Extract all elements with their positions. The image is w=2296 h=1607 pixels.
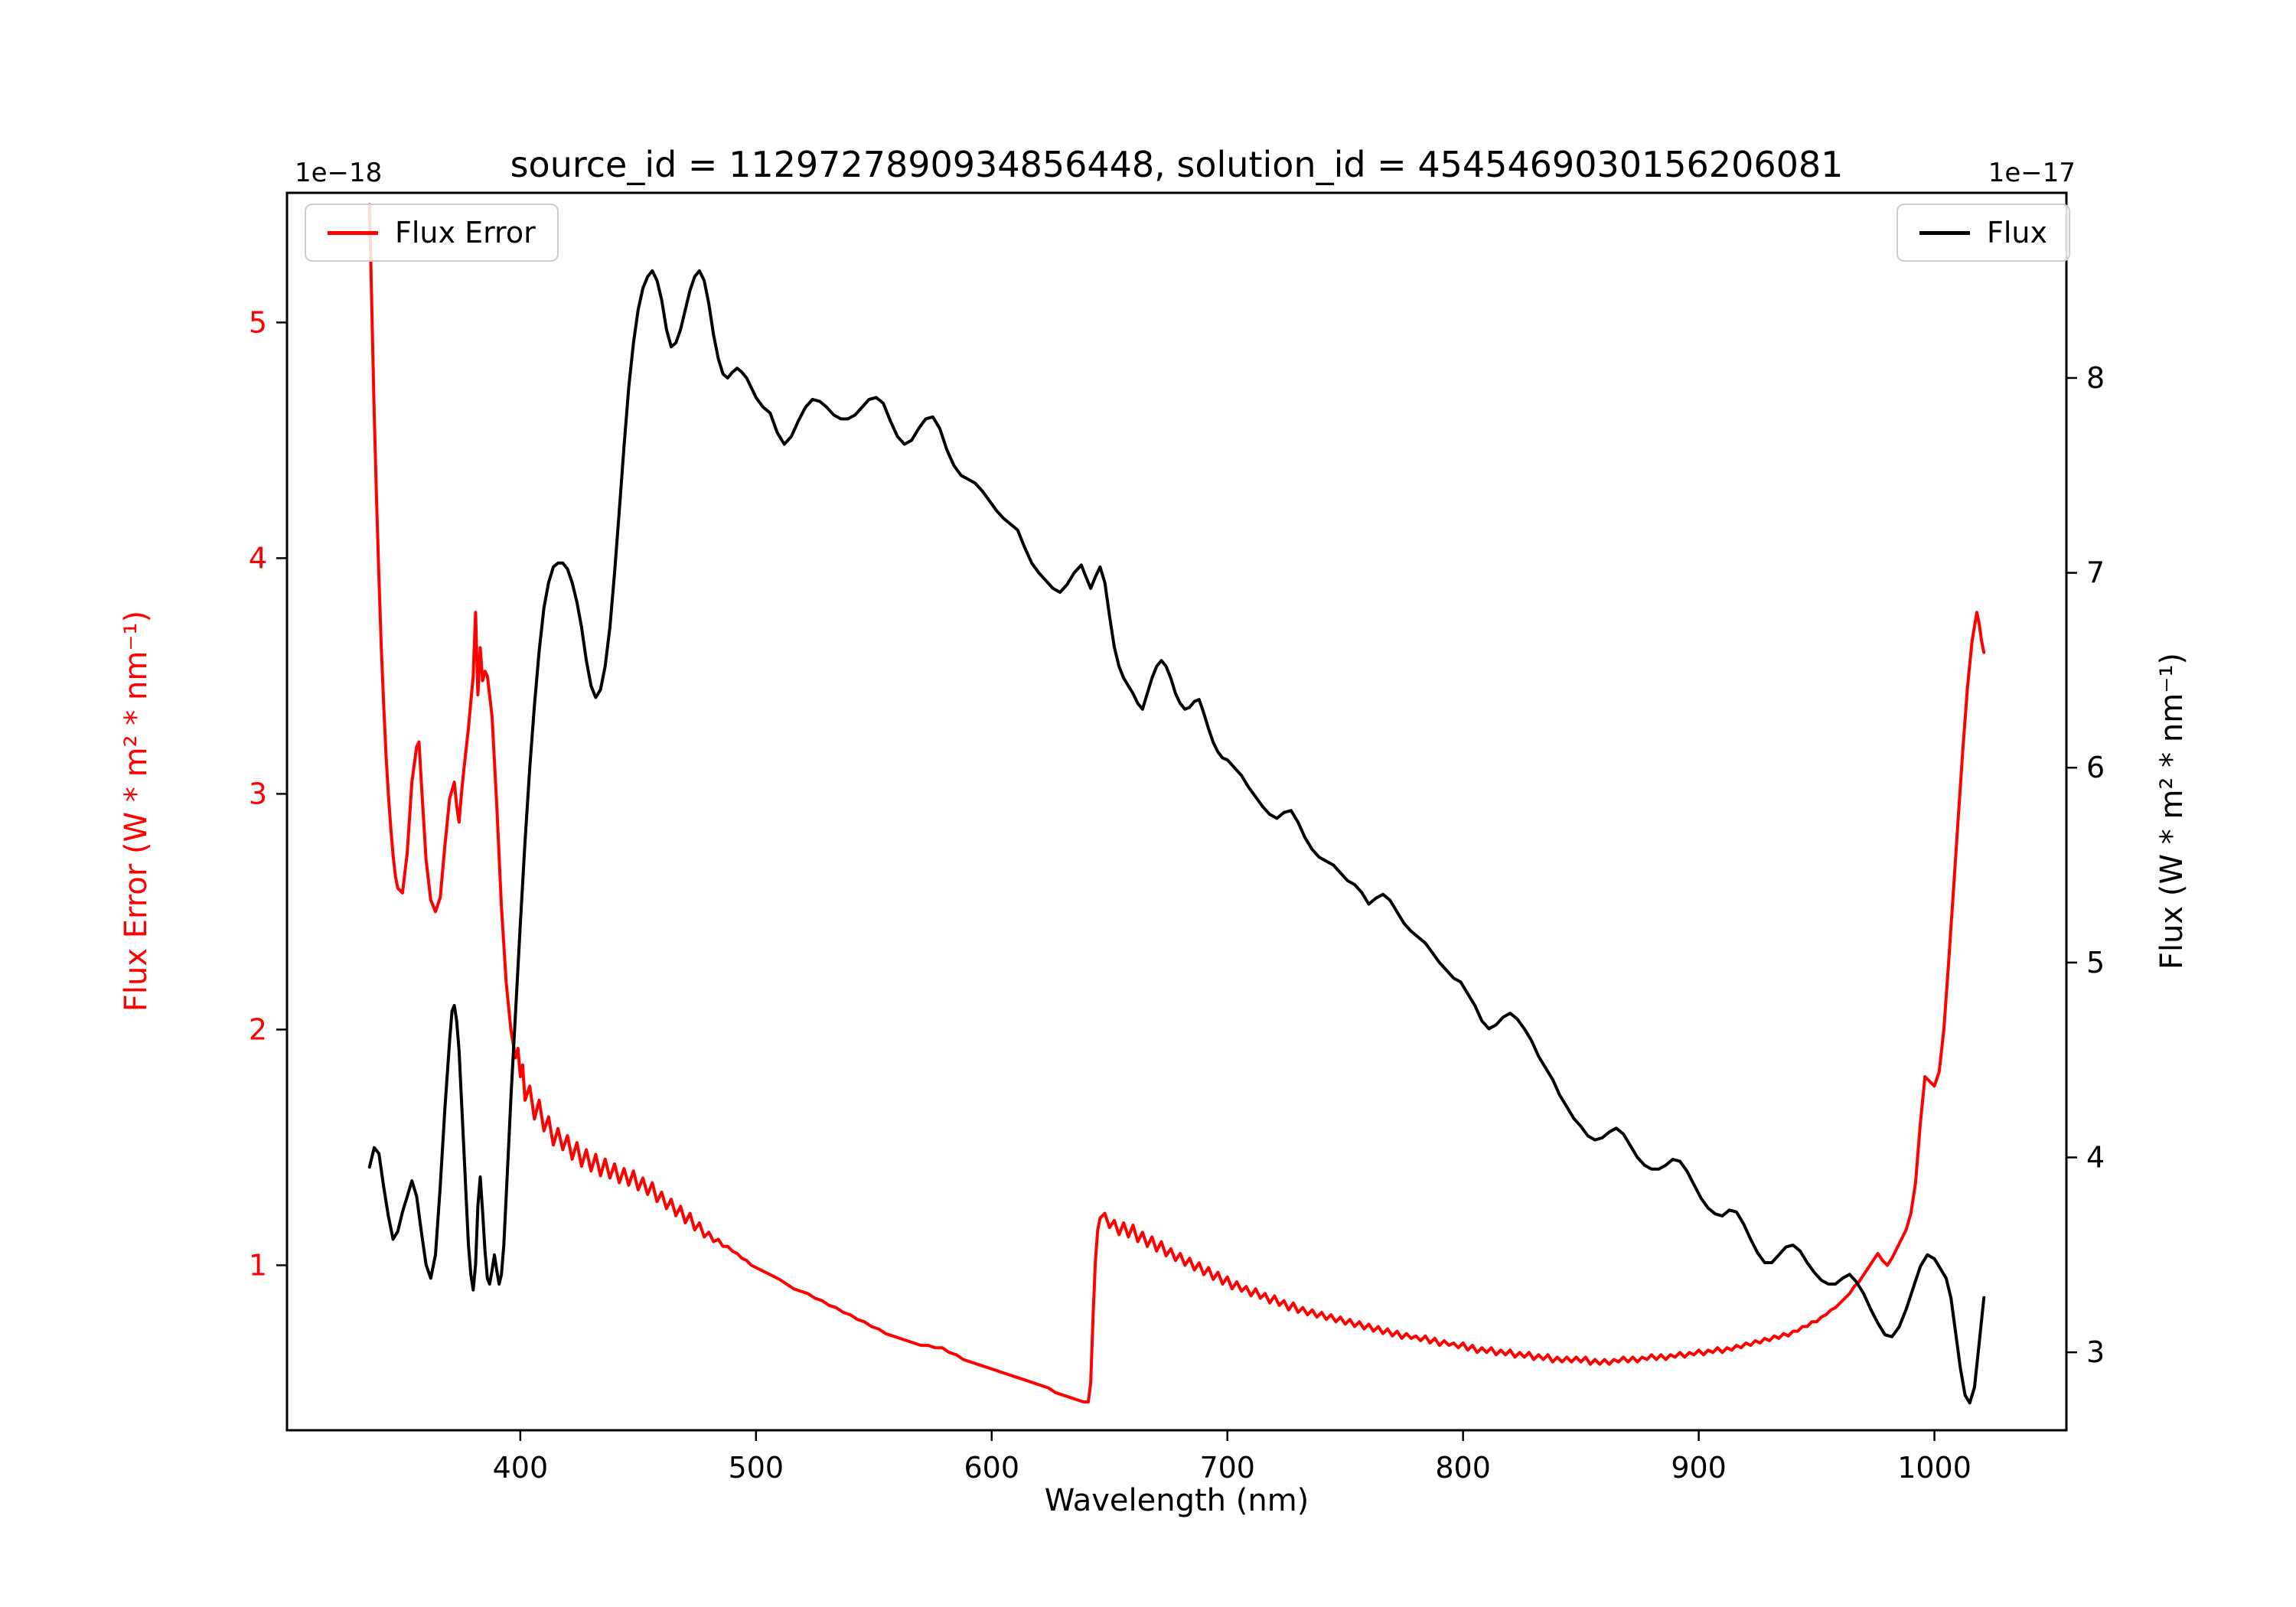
x-axis-label: Wavelength (nm) <box>1044 1483 1309 1518</box>
flux-error-line <box>367 203 1986 1403</box>
flux-error-legend-line <box>328 230 378 235</box>
right-y-tick-label: 7 <box>2086 556 2105 590</box>
flux-line <box>367 269 1986 1405</box>
legend-flux-error: Flux Error <box>305 204 559 262</box>
flux-legend-line <box>1919 230 1970 235</box>
right-y-axis-label: Flux (W * m² * nm⁻¹) <box>2154 653 2190 970</box>
x-tick-label: 500 <box>729 1451 784 1485</box>
right-y-tick-label: 5 <box>2086 946 2105 980</box>
x-tick-label: 900 <box>1671 1451 1727 1485</box>
right-axis-offset-text: 1e−17 <box>1988 158 2076 188</box>
x-tick-label: 600 <box>964 1451 1019 1485</box>
left-y-axis-label: Flux Error (W * m² * nm⁻¹) <box>119 610 154 1012</box>
right-y-tick-label: 4 <box>2086 1140 2105 1174</box>
right-y-tick-label: 3 <box>2086 1335 2105 1369</box>
x-tick-label: 700 <box>1199 1451 1255 1485</box>
left-y-tick-label: 5 <box>249 305 267 339</box>
left-y-tick-label: 2 <box>249 1012 267 1046</box>
left-y-tick-label: 1 <box>249 1248 267 1282</box>
x-tick-label: 1000 <box>1897 1451 1971 1485</box>
flux-error-legend-label: Flux Error <box>395 216 536 249</box>
right-y-tick-label: 6 <box>2086 751 2105 784</box>
x-tick-label: 400 <box>493 1451 549 1485</box>
legend-flux: Flux <box>1896 204 2070 262</box>
flux-legend-label: Flux <box>1987 216 2047 249</box>
axes-frame <box>285 191 2068 1432</box>
chart-title: source_id = 1129727890934856448, solutio… <box>510 144 1844 185</box>
left-y-tick-label: 4 <box>249 541 267 575</box>
right-y-tick-label: 8 <box>2086 361 2105 395</box>
x-tick-label: 800 <box>1435 1451 1491 1485</box>
left-y-tick-label: 3 <box>249 777 267 810</box>
left-axis-offset-text: 1e−18 <box>295 158 383 188</box>
